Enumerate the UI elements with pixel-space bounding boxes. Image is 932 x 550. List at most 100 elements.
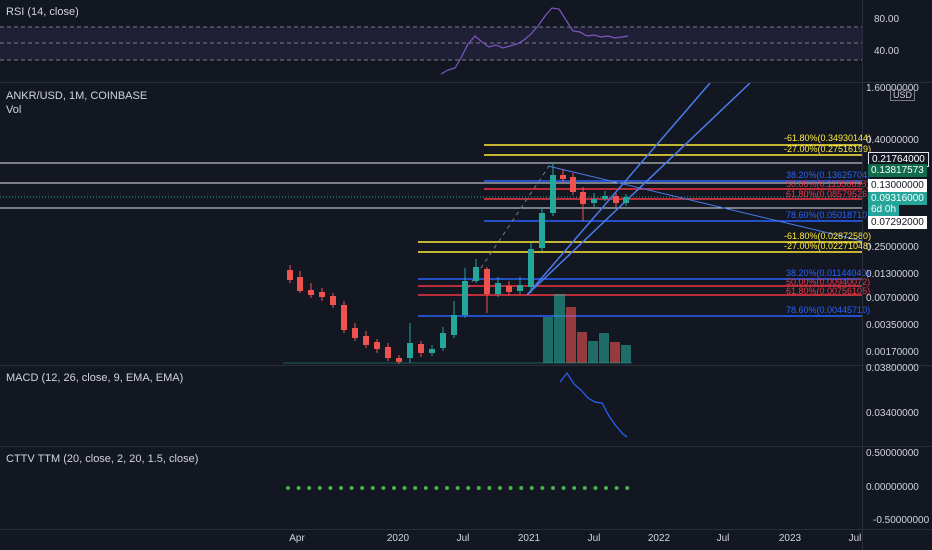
candle-body <box>297 277 303 291</box>
cttv-chart <box>286 486 630 490</box>
squeeze-dot <box>296 486 301 490</box>
squeeze-dot <box>508 486 513 490</box>
rsi-level-40: 40.00 <box>874 46 900 57</box>
squeeze-dot <box>317 486 322 490</box>
squeeze-dot <box>434 486 439 490</box>
squeeze-dot <box>551 486 555 490</box>
squeeze-dot <box>529 486 534 490</box>
candle-body <box>396 358 402 362</box>
cttv-pane[interactable]: CTTV TTM (20, close, 2, 20, 1.5, close) … <box>0 447 932 529</box>
candle-body <box>429 349 435 353</box>
squeeze-dot <box>339 486 343 490</box>
candle-body <box>330 296 336 305</box>
candle-body <box>550 175 556 213</box>
fib-label-lower-3: 38.20%(0.01144040) <box>786 268 870 278</box>
fib-label-upper-1: -61.80%(0.34930144) <box>784 133 872 143</box>
squeeze-dot <box>445 486 449 490</box>
price-chart <box>0 83 863 364</box>
squeeze-dot <box>519 486 524 490</box>
candle-body <box>570 177 576 192</box>
rsi-chart <box>0 7 862 75</box>
macd-scale-2: 0.03400000 <box>866 408 919 419</box>
price-scale-3: 0.25000000 <box>866 242 919 253</box>
fib-label-lower-4: 50.00%(0.00940072) <box>786 277 871 287</box>
candle-body <box>462 281 468 315</box>
squeeze-dot <box>307 486 312 490</box>
pane-divider[interactable] <box>0 82 932 83</box>
time-label-2023: 2023 <box>778 533 802 544</box>
squeeze-dot <box>487 486 492 490</box>
fib-label-upper-6: 78.60%(0.05018710) <box>786 210 871 220</box>
fib-label-lower-6: 78.60%(0.00445710) <box>786 305 871 315</box>
price-scale-7: 0.00170000 <box>866 347 919 358</box>
squeeze-dot <box>625 486 630 490</box>
time-label-2022: 2022 <box>647 533 671 544</box>
squeeze-dot <box>582 486 587 490</box>
macd-chart <box>559 371 628 438</box>
macd-line <box>559 371 628 438</box>
time-label-jul: Jul <box>456 533 470 544</box>
macd-pane[interactable]: MACD (12, 26, close, 9, EMA, EMA) 0.0380… <box>0 363 932 446</box>
squeeze-dot <box>402 486 407 490</box>
cttv-scale-2: 0.00000000 <box>866 482 919 493</box>
candle-body <box>451 315 457 335</box>
price-tag-3: 0.13000000 <box>868 179 927 192</box>
time-axis-divider <box>862 0 863 550</box>
main-pane[interactable]: ANKR/USD, 1M, COINBASE Vol <box>0 83 932 365</box>
candle-body <box>319 292 325 297</box>
candle-body <box>506 286 512 292</box>
candle-body <box>580 192 586 204</box>
candle-body <box>363 336 369 345</box>
time-label-2021: 2021 <box>517 533 541 544</box>
pane-divider[interactable] <box>0 365 932 366</box>
symbol-title: ANKR/USD, 1M, COINBASE <box>6 90 148 102</box>
squeeze-dot <box>370 486 375 490</box>
cttv-scale-1: 0.50000000 <box>866 448 919 459</box>
candle-body <box>613 196 619 203</box>
price-tag-4: 0.09316000 <box>868 192 927 205</box>
candle-body <box>308 290 314 295</box>
candle-body <box>385 347 391 358</box>
cttv-scale-3: -0.50000000 <box>873 515 930 526</box>
time-label-jul: Jul <box>716 533 730 544</box>
squeeze-dot <box>286 486 290 490</box>
squeeze-dot <box>476 486 481 490</box>
squeeze-dot <box>328 486 333 490</box>
pane-divider <box>0 529 932 530</box>
squeeze-dot <box>413 486 418 490</box>
squeeze-dot <box>593 486 598 490</box>
candle-body <box>623 197 629 203</box>
candle-body <box>407 343 413 358</box>
candle-body <box>539 213 545 248</box>
squeeze-dot <box>604 486 608 490</box>
candle-body <box>440 333 446 348</box>
candle-body <box>484 269 490 294</box>
squeeze-dot <box>392 486 396 490</box>
rsi-line <box>440 7 629 75</box>
price-scale-6: 0.00350000 <box>866 320 919 331</box>
candle-body <box>602 196 608 199</box>
price-tag-2: 0.13817573 <box>868 164 927 177</box>
squeeze-dot <box>540 486 545 490</box>
squeeze-dot <box>498 486 502 490</box>
fib-label-upper-5: 61.80%(0.08579526) <box>786 189 871 199</box>
price-scale-1: 1.60000000 <box>866 83 919 94</box>
rsi-pane[interactable]: RSI (14, close) 80.00 40.00 <box>0 0 932 82</box>
candle-body <box>287 270 293 280</box>
fib-label-lower-5: 61.80%(0.00756105) <box>786 286 871 296</box>
squeeze-dot <box>349 486 354 490</box>
currency-label[interactable]: USD <box>890 89 916 101</box>
squeeze-dot <box>455 486 460 490</box>
squeeze-dot <box>614 486 619 490</box>
fib-label-upper-2: -27.00%(0.27516199) <box>784 144 872 154</box>
time-label-jul: Jul <box>587 533 601 544</box>
pane-divider[interactable] <box>0 446 932 447</box>
macd-scale-1: 0.03800000 <box>866 363 919 374</box>
fib-label-lower-2: -27.00%(0.02271048) <box>784 241 872 251</box>
fib-label-upper-4: 50.00%(0.11550698) <box>786 179 870 189</box>
candle-body <box>591 199 597 203</box>
rsi-title: RSI (14, close) <box>6 6 79 18</box>
candle-body <box>418 344 424 353</box>
macd-title: MACD (12, 26, close, 9, EMA, EMA) <box>6 372 184 384</box>
price-scale-5: 0.00700000 <box>866 293 919 304</box>
